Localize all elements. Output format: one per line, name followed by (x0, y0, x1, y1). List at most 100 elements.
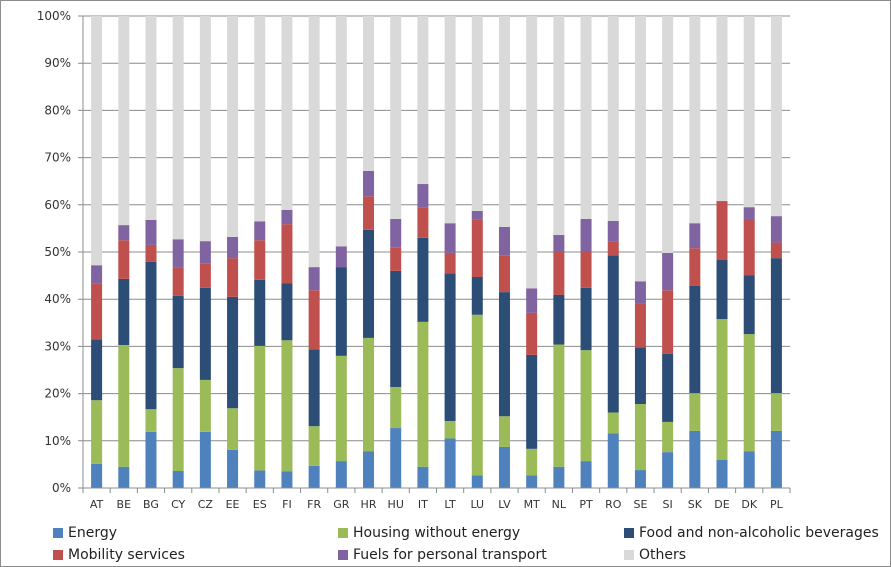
bar-segment-ee-0 (227, 449, 239, 488)
bar-segment-si-3 (662, 290, 674, 354)
bar-segment-sk-4 (689, 223, 701, 249)
bar-segment-lt-1 (444, 420, 456, 439)
bar-segment-de-2 (716, 260, 728, 320)
x-tick-label: AT (90, 498, 104, 511)
x-tick-label: HU (388, 498, 404, 511)
bar-segment-at-1 (91, 400, 103, 464)
legend-swatch-energy (53, 528, 63, 538)
y-tick-label: 50% (44, 245, 71, 259)
bar-segment-pl-4 (770, 216, 782, 243)
legend-label-mobility: Mobility services (68, 547, 185, 563)
x-tick-label: NL (552, 498, 567, 511)
bar-segment-de-1 (716, 319, 728, 460)
bar-segment-mt-0 (526, 475, 538, 488)
x-tick-label: ES (253, 498, 267, 511)
bar-segment-dk-1 (743, 334, 755, 452)
y-tick-label: 90% (44, 56, 71, 70)
x-axis: AT BE BG CY CZ EE ES FI FR GR HR HU IT LT LU LV MT NL PT RO… (82, 487, 791, 511)
bar-segment-ro-4 (607, 220, 619, 242)
bar-segment-gr-5 (335, 16, 347, 247)
bar-segment-hr-1 (363, 337, 375, 452)
y-tick-label: 80% (44, 103, 71, 117)
bar-segment-lv-0 (498, 446, 510, 488)
bar-segment-at-3 (91, 283, 103, 340)
bar-segment-cz-1 (199, 379, 211, 432)
bar-segment-si-4 (662, 252, 674, 291)
bar-segment-nl-2 (553, 294, 565, 345)
bar-segment-dk-2 (743, 275, 755, 335)
bar-segment-nl-5 (553, 16, 565, 236)
bar-segment-cy-2 (172, 295, 184, 369)
bar-segment-pt-1 (580, 350, 592, 462)
bar-segment-lt-4 (444, 223, 456, 253)
bar-segment-gr-4 (335, 246, 347, 268)
gridlines (78, 15, 790, 489)
bar-segment-sk-0 (689, 430, 701, 488)
bar-segment-sk-2 (689, 285, 701, 394)
y-tick-label: 60% (44, 198, 71, 212)
bar-segment-ee-5 (227, 16, 239, 237)
bar-segment-gr-2 (335, 267, 347, 356)
bar-segment-hr-2 (363, 229, 375, 338)
x-tick-label: CZ (198, 498, 214, 511)
bar-segment-be-0 (118, 466, 130, 488)
legend-swatch-fuels (338, 550, 348, 560)
bar-segment-hu-4 (390, 218, 402, 248)
bar-segment-lu-1 (471, 314, 483, 476)
bar-segment-si-0 (662, 452, 674, 488)
bar-segment-fr-1 (308, 426, 320, 466)
legend-item-mobility: Mobility services (53, 547, 185, 563)
bar-segment-cy-4 (172, 239, 184, 268)
bar-segment-be-1 (118, 344, 130, 467)
bar-segment-pl-0 (770, 430, 782, 488)
bar-segment-fr-4 (308, 267, 320, 291)
legend-item-food: Food and non-alcoholic beverages (624, 525, 879, 541)
x-tick-label: PT (579, 498, 593, 511)
bar-segment-sk-5 (689, 16, 701, 224)
bar-segment-fi-1 (281, 340, 293, 472)
bar-segment-es-3 (254, 240, 266, 280)
bar-segment-cz-4 (199, 241, 211, 264)
bar-segment-hu-0 (390, 428, 402, 488)
bar-segment-si-2 (662, 353, 674, 422)
x-tick-label: SE (633, 498, 647, 511)
bar-segment-nl-0 (553, 466, 565, 488)
bar-segment-de-0 (716, 459, 728, 488)
bar-segment-be-2 (118, 278, 130, 345)
x-tick-label: MT (524, 498, 540, 511)
bar-segment-fr-2 (308, 349, 320, 427)
bar-segment-fi-3 (281, 224, 293, 284)
bar-segment-pt-5 (580, 16, 592, 219)
bar-segment-at-2 (91, 339, 103, 401)
x-tick-label: DK (741, 498, 757, 511)
bar-segment-se-2 (634, 347, 646, 404)
bar-segment-nl-4 (553, 235, 565, 252)
bar-segment-cz-0 (199, 431, 211, 488)
legend-label-food: Food and non-alcoholic beverages (639, 525, 879, 541)
bar-segment-pl-1 (770, 393, 782, 431)
bar-segment-hu-2 (390, 270, 402, 387)
y-tick-label: 40% (44, 292, 71, 306)
bar-segment-ee-3 (227, 258, 239, 297)
bar-segment-bg-1 (145, 409, 157, 432)
bar-segment-se-0 (634, 470, 646, 488)
x-tick-label: GR (333, 498, 350, 511)
bar-segment-ee-4 (227, 236, 239, 259)
bar-segment-bg-3 (145, 244, 157, 262)
bar-segment-fi-0 (281, 471, 293, 488)
bar-segment-fr-0 (308, 465, 320, 488)
x-tick-label: HR (361, 498, 377, 511)
x-tick-label: SI (663, 498, 673, 511)
bar-segment-ro-0 (607, 433, 619, 488)
bar-segment-lv-5 (498, 16, 510, 227)
bar-segment-lu-0 (471, 475, 483, 488)
x-tick-label: PL (770, 498, 784, 511)
bar-segment-hr-0 (363, 451, 375, 488)
bar-segment-it-5 (417, 16, 429, 185)
bar-segment-bg-4 (145, 219, 157, 245)
bar-segment-at-4 (91, 265, 103, 284)
x-tick-label: IT (418, 498, 428, 511)
bar-segment-de-5 (716, 16, 728, 202)
bar-segment-dk-5 (743, 16, 755, 208)
